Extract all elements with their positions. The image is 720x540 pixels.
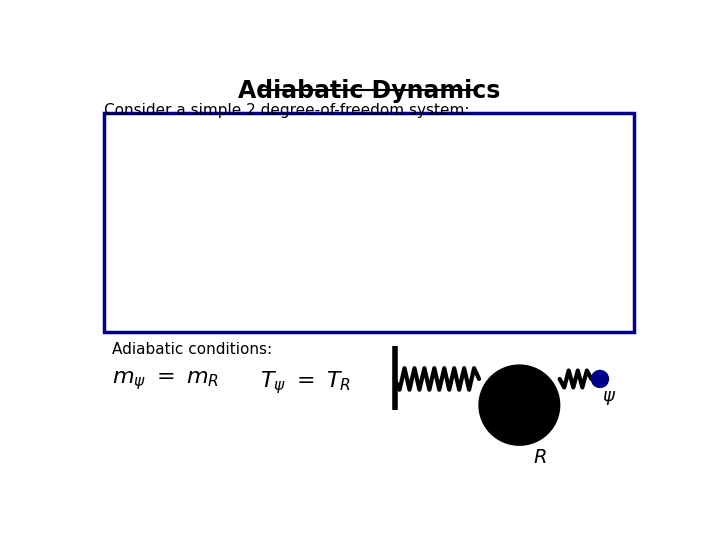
Text: $m_{\psi} \ = \ m_R$: $m_{\psi} \ = \ m_R$ bbox=[112, 369, 219, 392]
Text: $T_{\psi} \ = \ T_R$: $T_{\psi} \ = \ T_R$ bbox=[261, 369, 351, 396]
Text: $\psi$: $\psi$ bbox=[601, 389, 616, 407]
Circle shape bbox=[591, 370, 608, 387]
Text: Consider a simple 2 degree-of-freedom system:: Consider a simple 2 degree-of-freedom sy… bbox=[104, 103, 469, 118]
Text: Adiabatic conditions:: Adiabatic conditions: bbox=[112, 342, 272, 357]
Text: $R$: $R$ bbox=[534, 448, 547, 467]
Circle shape bbox=[479, 365, 559, 445]
Bar bbox=[104, 112, 634, 332]
Text: Adiabatic Dynamics: Adiabatic Dynamics bbox=[238, 79, 500, 103]
